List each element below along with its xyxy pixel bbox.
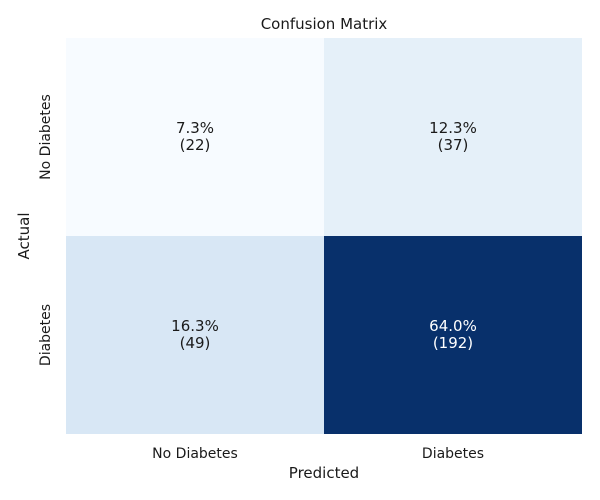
cell-count-label-r0-c1: (37) xyxy=(438,136,469,154)
y-axis-label: Actual xyxy=(15,213,33,260)
heatmap-cells: 7.3%(22) 12.3%(37) 16.3%(49) 64.0%(192) xyxy=(66,38,582,434)
heatmap-cell-r0-c1 xyxy=(324,38,582,236)
cell-count-label-r0-c0: (22) xyxy=(180,136,211,154)
cell-percent-label-r0-c1: 12.3% xyxy=(429,119,477,137)
heatmap-cell-r1-c0 xyxy=(66,236,324,434)
x-tick-label-1: Diabetes xyxy=(422,446,484,462)
x-tick-labels: No Diabetes Diabetes xyxy=(152,446,484,462)
cell-count-label-r1-c1: (192) xyxy=(433,334,473,352)
x-axis-label: Predicted xyxy=(289,464,359,482)
x-tick-label-0: No Diabetes xyxy=(152,446,238,462)
heatmap-cell-r1-c1 xyxy=(324,236,582,434)
cell-percent-label-r1-c0: 16.3% xyxy=(171,317,219,335)
y-tick-label-0: No Diabetes xyxy=(38,94,54,180)
chart-title: Confusion Matrix xyxy=(261,15,388,33)
cell-count-label-r1-c0: (49) xyxy=(180,334,211,352)
cell-percent-label-r0-c0: 7.3% xyxy=(176,119,214,137)
y-tick-labels: No Diabetes Diabetes xyxy=(38,94,54,366)
y-tick-label-1: Diabetes xyxy=(38,304,54,366)
cell-percent-label-r1-c1: 64.0% xyxy=(429,317,477,335)
heatmap-cell-r0-c0 xyxy=(66,38,324,236)
